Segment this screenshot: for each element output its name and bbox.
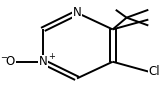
- Text: −: −: [0, 53, 7, 62]
- Text: N: N: [39, 55, 47, 68]
- Text: O: O: [6, 55, 15, 68]
- Text: Cl: Cl: [148, 65, 160, 78]
- Text: N: N: [73, 6, 81, 19]
- Text: +: +: [48, 52, 55, 61]
